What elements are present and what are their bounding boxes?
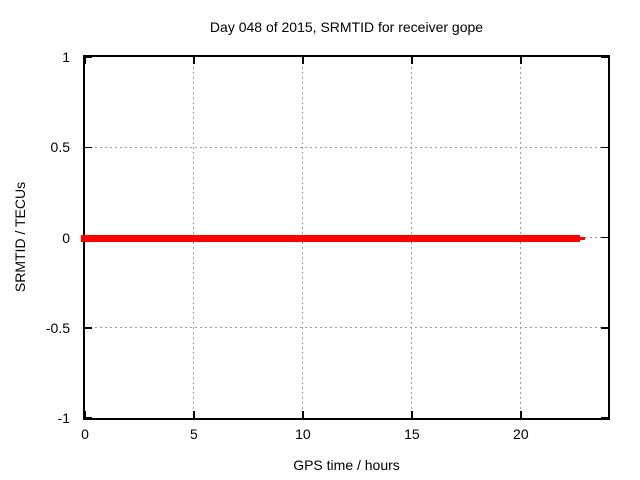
x-tick-bottom-20 bbox=[520, 411, 522, 418]
series-line-srmtid bbox=[81, 234, 581, 243]
y-tick-left--0.5 bbox=[85, 327, 92, 329]
grid-line-y--0.5 bbox=[85, 327, 608, 329]
y-tick-left-0.5 bbox=[85, 146, 92, 148]
x-tick-label-0: 0 bbox=[81, 426, 89, 442]
x-tick-top-5 bbox=[193, 57, 195, 64]
y-tick-label-0: 0 bbox=[62, 229, 70, 246]
y-tick-right-0.5 bbox=[601, 146, 608, 148]
x-tick-top-20 bbox=[520, 57, 522, 64]
x-tick-label-15: 15 bbox=[404, 426, 420, 442]
x-tick-label-5: 5 bbox=[190, 426, 198, 442]
x-tick-bottom-0 bbox=[84, 411, 86, 418]
y-tick-right-1 bbox=[601, 56, 608, 58]
y-tick-label-0.5: 0.5 bbox=[50, 139, 70, 156]
chart-title: Day 048 of 2015, SRMTID for receiver gop… bbox=[209, 19, 484, 35]
y-tick-right-0 bbox=[601, 236, 608, 239]
y-tick-left--1 bbox=[85, 417, 92, 419]
grid-line-y-0.5 bbox=[85, 146, 608, 148]
x-tick-top-0 bbox=[84, 57, 86, 64]
y-tick-label--0.5: -0.5 bbox=[45, 319, 70, 336]
series-line-srmtid-tail bbox=[580, 237, 586, 240]
x-tick-label-20: 20 bbox=[513, 426, 529, 442]
y-tick-right--1 bbox=[601, 417, 608, 419]
y-tick-right--0.5 bbox=[601, 327, 608, 329]
x-tick-top-15 bbox=[411, 57, 413, 64]
x-tick-bottom-5 bbox=[193, 411, 195, 418]
y-tick-left-1 bbox=[85, 56, 92, 58]
x-tick-top-10 bbox=[302, 57, 304, 64]
y-tick-label--1: -1 bbox=[57, 410, 70, 426]
y-tick-label-1: 1 bbox=[62, 49, 70, 65]
x-axis-label: GPS time / hours bbox=[293, 457, 400, 473]
x-tick-bottom-10 bbox=[302, 411, 304, 418]
x-tick-bottom-15 bbox=[411, 411, 413, 418]
x-tick-label-10: 10 bbox=[295, 426, 311, 442]
